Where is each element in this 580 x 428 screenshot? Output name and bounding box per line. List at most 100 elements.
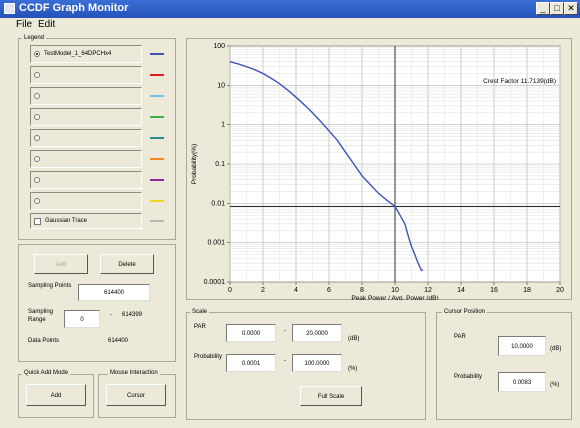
quick-add-button[interactable]: Add: [26, 384, 86, 406]
minimize-icon[interactable]: _: [536, 2, 550, 15]
app-icon: [4, 3, 15, 14]
trace-color-swatch: [150, 95, 164, 97]
scale-prob-label: Probability: [194, 354, 223, 360]
trace-color-swatch: [150, 200, 164, 202]
x-tick-label: 12: [424, 287, 432, 294]
trace-name: TestModel_1_64DPCHx4: [44, 51, 112, 57]
x-tick-label: 18: [523, 287, 531, 294]
trace-color-swatch: [150, 179, 164, 181]
scale-title: Scale: [190, 309, 210, 315]
x-tick-label: 16: [490, 287, 498, 294]
x-tick-label: 0: [228, 287, 232, 294]
ccdf-series-line: [229, 61, 423, 271]
gaussian-checkbox[interactable]: [34, 218, 41, 225]
cursor-prob-field: 0.0083: [498, 372, 546, 392]
scale-par-unit: (dB): [348, 336, 360, 342]
cursor-par-unit: (dB): [550, 346, 562, 352]
gaussian-trace-slot: Gaussian Trace: [30, 213, 142, 229]
trace-color-swatch: [150, 158, 164, 160]
scale-prob-min-field[interactable]: 0.0001: [226, 354, 276, 372]
legend-trace-slot[interactable]: [30, 108, 142, 126]
y-tick-label: 100: [213, 43, 225, 50]
cursor-prob-unit: (%): [550, 382, 560, 388]
crest-factor-annotation: Crest Factor 11.7139(dB): [483, 78, 556, 85]
data-points-value: 614400: [108, 338, 129, 344]
legend-group: [18, 38, 176, 240]
data-points-label: Data Points: [28, 338, 60, 344]
menu-bar: File Edit: [0, 18, 580, 32]
maximize-icon[interactable]: □: [550, 2, 564, 15]
sampling-range-label: Sampling Range: [28, 309, 54, 323]
x-tick-label: 10: [391, 287, 399, 294]
gaussian-color-swatch: [150, 220, 164, 222]
x-tick-label: 8: [360, 287, 364, 294]
legend-trace-slot[interactable]: [30, 129, 142, 147]
scale-par-dash: -: [284, 328, 286, 334]
legend-trace-slot[interactable]: [30, 150, 142, 168]
trace-color-swatch: [150, 137, 164, 139]
scale-prob-dash: -: [284, 358, 286, 364]
trace-radio[interactable]: [34, 72, 40, 78]
scale-prob-unit: (%): [348, 366, 358, 372]
add-trace-button[interactable]: Add: [34, 254, 88, 274]
legend-trace-slot[interactable]: [30, 87, 142, 105]
trace-radio[interactable]: [34, 135, 40, 141]
menu-file[interactable]: File: [16, 19, 33, 30]
y-axis-label: Probability(%): [191, 144, 198, 184]
delete-trace-button[interactable]: Delete: [100, 254, 154, 274]
window-title: CCDF Graph Monitor: [19, 2, 129, 14]
y-tick-label: 0.001: [207, 240, 225, 247]
cursor-mode-button[interactable]: Cursor: [106, 384, 166, 406]
quick-add-title: Quick Add Mode: [22, 370, 71, 376]
legend-trace-slot[interactable]: [30, 192, 142, 210]
y-tick-label: 10: [217, 82, 225, 89]
x-axis-label: Peak Power / Avg. Power (dB): [351, 295, 438, 300]
trace-radio[interactable]: [34, 51, 40, 57]
trace-radio[interactable]: [34, 156, 40, 162]
legend-trace-slot[interactable]: [30, 171, 142, 189]
trace-radio[interactable]: [34, 198, 40, 204]
close-icon[interactable]: ✕: [564, 2, 578, 15]
full-scale-button[interactable]: Full Scale: [300, 386, 362, 406]
sampling-range-dash: -: [110, 312, 112, 318]
x-tick-label: 14: [457, 287, 465, 294]
legend-title: Legend: [22, 35, 47, 41]
cursor-prob-label: Probability: [454, 374, 483, 380]
trace-radio[interactable]: [34, 114, 40, 120]
trace-radio[interactable]: [34, 93, 40, 99]
sampling-points-field[interactable]: 614400: [78, 284, 150, 301]
scale-par-label: PAR: [194, 324, 206, 330]
x-tick-label: 4: [294, 287, 298, 294]
mouse-interaction-title: Mouse Interaction: [108, 370, 160, 376]
cursor-par-field: 10.0000: [498, 336, 546, 356]
y-tick-label: 0.01: [211, 200, 225, 207]
sampling-points-label: Sampling Points: [28, 283, 72, 289]
y-tick-label: 0.1: [215, 161, 225, 168]
x-tick-label: 2: [261, 287, 265, 294]
trace-controls-group: [18, 244, 176, 362]
legend-trace-slot[interactable]: [30, 66, 142, 84]
sampling-range-to-value: 614399: [122, 312, 143, 318]
sampling-range-from-field[interactable]: 0: [64, 310, 100, 328]
gaussian-label: Gaussian Trace: [45, 218, 88, 224]
trace-color-swatch: [150, 74, 164, 76]
y-tick-label: 0.0001: [204, 279, 226, 286]
trace-color-swatch: [150, 53, 164, 55]
scale-par-max-field[interactable]: 20.0000: [292, 324, 342, 342]
scale-prob-max-field[interactable]: 100.0000: [292, 354, 342, 372]
trace-radio[interactable]: [34, 177, 40, 183]
cursor-position-title: Cursor Position: [442, 309, 488, 315]
legend-trace-slot[interactable]: TestModel_1_64DPCHx4: [30, 45, 142, 63]
menu-edit[interactable]: Edit: [38, 19, 56, 30]
plot-panel: [186, 38, 572, 300]
scale-group: [186, 312, 426, 420]
trace-color-swatch: [150, 116, 164, 118]
cursor-position-group: [436, 312, 572, 420]
x-tick-label: 20: [556, 287, 564, 294]
y-tick-label: 1: [221, 122, 225, 129]
cursor-par-label: PAR: [454, 334, 466, 340]
scale-par-min-field[interactable]: 0.0000: [226, 324, 276, 342]
title-bar: CCDF Graph Monitor _ □ ✕: [0, 0, 580, 18]
x-tick-label: 6: [327, 287, 331, 294]
